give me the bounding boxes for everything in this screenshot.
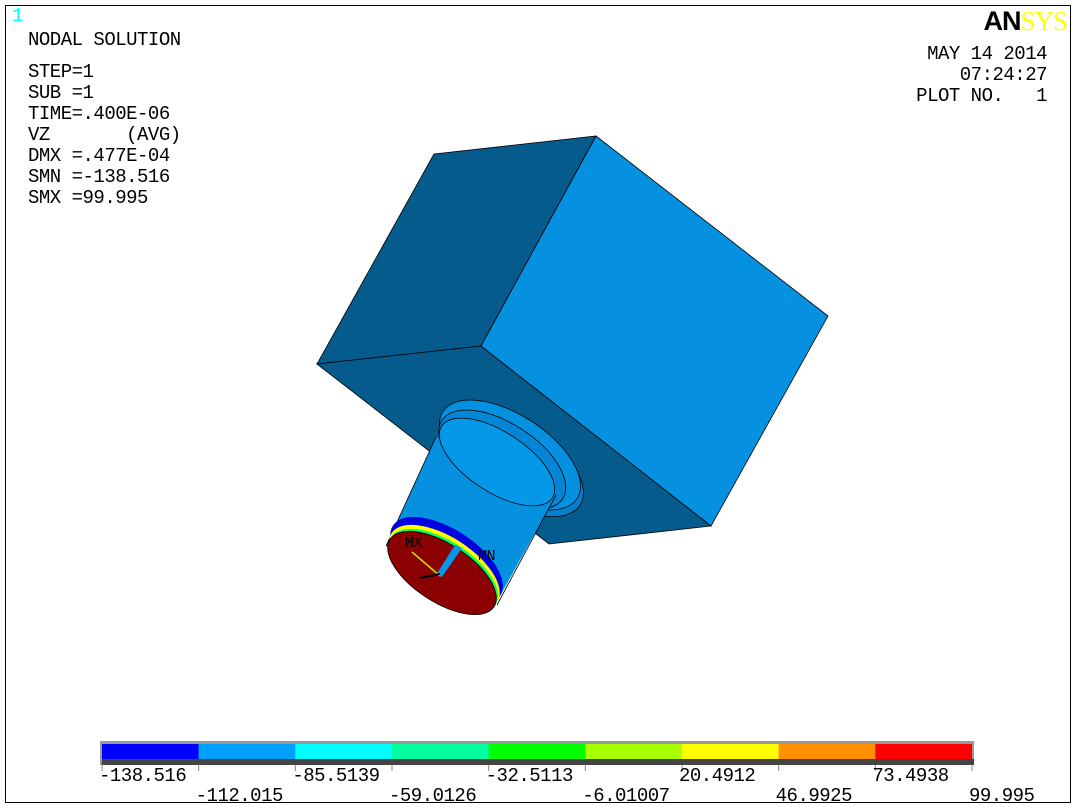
legend-label: -138.516 [99,765,187,787]
legend-swatch [392,744,489,759]
info-sub: SUB =1 [28,82,94,104]
legend-label: 99.995 [969,785,1035,807]
ansys-logo: ANSYS [983,6,1068,36]
legend-swatch [102,744,199,759]
info-smx: SMX =99.995 [28,187,148,209]
legend-label: -112.015 [195,785,284,807]
legend-label: 73.4938 [872,765,949,787]
info-dmx: DMX =.477E-04 [28,145,170,167]
legend-label: 46.9925 [775,785,853,807]
plot-number: PLOT NO. 1 [916,85,1047,107]
legend-swatch [585,744,682,759]
box-front-face [480,135,829,527]
info-item: VZ (AVG) [28,124,181,146]
info-smn: SMN =-138.516 [28,166,170,188]
plot-title: NODAL SOLUTION [28,29,181,51]
legend-label: -59.0126 [389,785,477,807]
legend-swatch [198,744,296,759]
legend-label: -6.01007 [582,785,670,807]
legend-label: 20.4912 [679,765,756,787]
info-step: STEP=1 [28,61,94,83]
info-time: TIME=.400E-06 [28,103,170,125]
legend-swatch [778,744,876,759]
window-number: 1 [12,5,23,27]
legend-swatch [875,744,972,759]
min-marker: MN [478,548,496,565]
plot-time: 07:24:27 [959,64,1048,86]
max-marker: MX [405,535,423,552]
legend-swatch [488,744,586,759]
legend-label: -85.5139 [292,765,380,787]
legend-swatch [295,744,392,759]
legend-label: -32.5113 [485,765,574,787]
plot-date: MAY 14 2014 [927,43,1047,65]
plot-frame [5,5,1071,803]
legend-swatch [682,744,779,759]
